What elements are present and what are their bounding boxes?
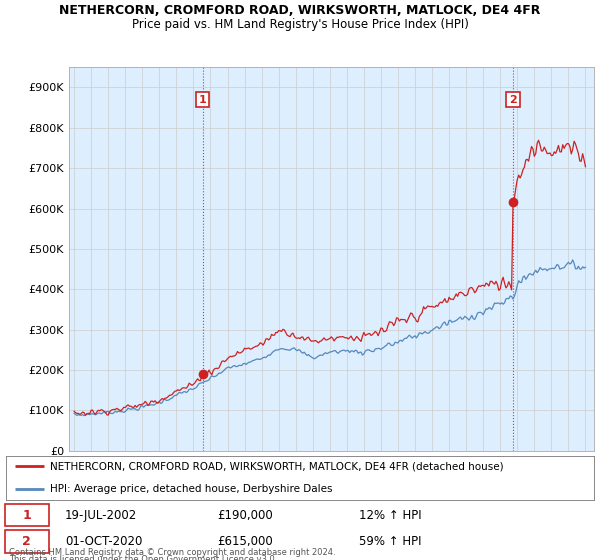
Text: 2: 2 xyxy=(22,535,31,548)
Text: 12% ↑ HPI: 12% ↑ HPI xyxy=(359,508,421,522)
Text: £615,000: £615,000 xyxy=(218,535,274,548)
Text: Contains HM Land Registry data © Crown copyright and database right 2024.: Contains HM Land Registry data © Crown c… xyxy=(9,548,335,557)
FancyBboxPatch shape xyxy=(5,504,49,526)
Text: 2: 2 xyxy=(509,95,517,105)
FancyBboxPatch shape xyxy=(5,530,49,553)
Text: 59% ↑ HPI: 59% ↑ HPI xyxy=(359,535,421,548)
Text: NETHERCORN, CROMFORD ROAD, WIRKSWORTH, MATLOCK, DE4 4FR: NETHERCORN, CROMFORD ROAD, WIRKSWORTH, M… xyxy=(59,4,541,17)
Text: HPI: Average price, detached house, Derbyshire Dales: HPI: Average price, detached house, Derb… xyxy=(50,484,332,494)
Text: £190,000: £190,000 xyxy=(218,508,274,522)
Text: This data is licensed under the Open Government Licence v3.0.: This data is licensed under the Open Gov… xyxy=(9,556,277,560)
Text: 01-OCT-2020: 01-OCT-2020 xyxy=(65,535,142,548)
Text: 19-JUL-2002: 19-JUL-2002 xyxy=(65,508,137,522)
Text: NETHERCORN, CROMFORD ROAD, WIRKSWORTH, MATLOCK, DE4 4FR (detached house): NETHERCORN, CROMFORD ROAD, WIRKSWORTH, M… xyxy=(50,461,504,472)
Text: 1: 1 xyxy=(199,95,206,105)
Text: 1: 1 xyxy=(22,508,31,522)
Text: Price paid vs. HM Land Registry's House Price Index (HPI): Price paid vs. HM Land Registry's House … xyxy=(131,18,469,31)
